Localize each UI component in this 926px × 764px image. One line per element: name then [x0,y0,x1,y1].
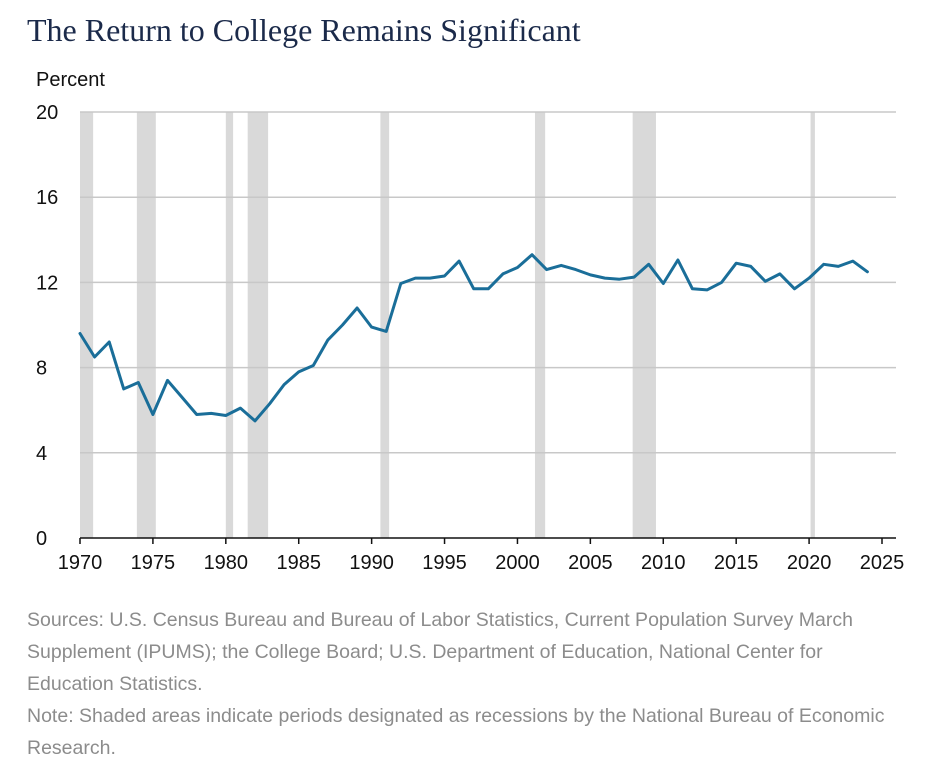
x-tick-label: 2010 [641,552,686,574]
series-line [78,253,869,423]
y-tick-label: 16 [36,187,58,209]
x-tick-label: 2000 [495,552,540,574]
recession-band [80,112,94,538]
line-chart: 1970 1975 1980 1985 1990 1995 2000 2005 2010 2015… [36,69,904,574]
chart-title: The Return to College Remains Significan… [27,12,581,48]
recession-shading [80,112,815,538]
chart-notes: Sources: U.S. Census Bureau and Bureau o… [27,604,907,764]
x-tick-label: 1975 [131,552,176,574]
y-tick-label: 12 [36,272,58,294]
y-tick-label: 20 [36,102,58,124]
x-tick-label: 1970 [58,552,103,574]
x-tick-label: 1980 [204,552,249,574]
x-tick-label: 2020 [787,552,832,574]
sources-note: Sources: U.S. Census Bureau and Bureau o… [27,609,853,695]
y-tick-label: 8 [36,358,47,380]
recession-band [136,112,156,538]
x-tick-label: 2015 [714,552,759,574]
recession-band [632,112,656,538]
data-series [78,253,869,423]
gridlines [80,111,896,454]
x-tick-label: 2005 [568,552,613,574]
x-tick-label: 2025 [860,552,905,574]
recession-band [810,112,815,538]
axes: 1970 1975 1980 1985 1990 1995 2000 2005 2010 2015… [36,102,904,574]
x-tick-label: 1995 [422,552,467,574]
x-tick-label: 1985 [276,552,321,574]
y-tick-label: 4 [36,443,47,465]
x-tick-label: 1990 [349,552,394,574]
recession-band [247,112,269,538]
recession-band [534,112,546,538]
y-tick-label: 0 [36,528,47,550]
recession-band [225,112,234,538]
recession-band [380,112,390,538]
y-axis-label: Percent [36,69,105,91]
recession-note: Note: Shaded areas indicate periods desi… [27,705,885,759]
